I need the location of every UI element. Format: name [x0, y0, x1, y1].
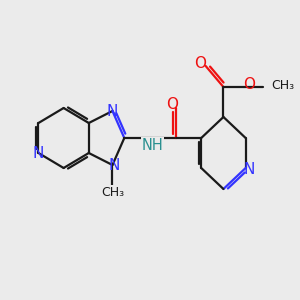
Text: CH₃: CH₃	[101, 185, 124, 199]
Text: NH: NH	[142, 138, 163, 153]
Text: CH₃: CH₃	[272, 79, 295, 92]
Text: O: O	[244, 77, 256, 92]
Text: O: O	[166, 97, 178, 112]
Text: N: N	[244, 162, 255, 177]
Text: N: N	[107, 103, 118, 118]
Text: O: O	[194, 56, 206, 71]
Text: N: N	[33, 146, 44, 160]
Text: N: N	[108, 158, 120, 172]
